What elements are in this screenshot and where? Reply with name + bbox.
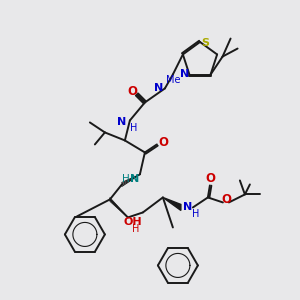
Text: N: N [154,83,164,93]
Text: N: N [117,117,127,128]
Text: H: H [122,174,130,184]
Text: S: S [201,38,209,48]
Text: O: O [127,85,137,98]
Text: N: N [180,69,189,79]
Text: O: O [221,193,231,206]
Text: O: O [158,136,168,149]
Text: H: H [192,209,200,219]
Text: N: N [183,202,193,212]
Text: H: H [132,224,140,234]
Text: N: N [130,174,140,184]
Text: OH: OH [124,218,142,227]
Text: O: O [205,172,215,185]
Text: H: H [130,123,138,134]
Polygon shape [163,197,181,210]
Text: Me: Me [166,75,180,85]
